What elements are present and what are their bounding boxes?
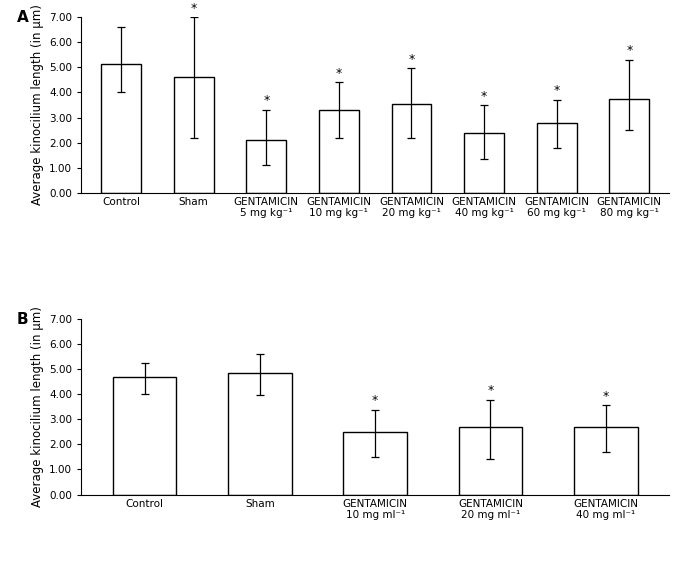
- Text: *: *: [487, 384, 493, 397]
- Bar: [174, 78, 214, 193]
- Y-axis label: Average kinocilium length (in μm): Average kinocilium length (in μm): [30, 306, 43, 507]
- Text: *: *: [626, 44, 633, 58]
- Bar: [343, 432, 407, 494]
- Bar: [459, 427, 523, 494]
- Bar: [574, 427, 637, 494]
- Text: *: *: [191, 2, 197, 15]
- Text: *: *: [336, 67, 342, 80]
- Bar: [537, 122, 577, 193]
- Bar: [246, 140, 286, 193]
- Text: A: A: [16, 10, 28, 25]
- Bar: [228, 373, 291, 494]
- Y-axis label: Average kinocilium length (in μm): Average kinocilium length (in μm): [30, 5, 43, 205]
- Text: *: *: [408, 53, 414, 66]
- Text: *: *: [372, 394, 379, 407]
- Bar: [609, 99, 649, 193]
- Text: B: B: [16, 312, 28, 327]
- Bar: [113, 377, 176, 494]
- Text: *: *: [603, 390, 609, 402]
- Text: *: *: [481, 90, 487, 103]
- Bar: [464, 133, 504, 193]
- Bar: [101, 64, 141, 193]
- Text: *: *: [263, 94, 270, 108]
- Text: *: *: [554, 85, 560, 97]
- Bar: [319, 110, 359, 193]
- Bar: [391, 105, 431, 193]
